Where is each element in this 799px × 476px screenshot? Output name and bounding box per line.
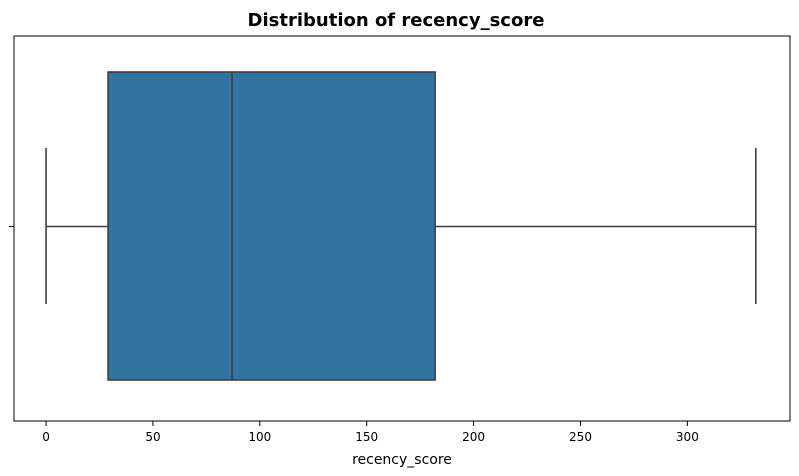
x-tick-label: 0 [42,430,50,444]
x-axis-label: recency_score [352,452,452,468]
iqr-box [107,71,436,381]
chart-title: Distribution of recency_score [248,10,545,31]
x-tick-label: 100 [248,430,271,444]
box-plot [45,71,757,381]
x-tick-label: 300 [676,430,699,444]
x-axis: 0 50 100 150 200 250 300 [42,421,699,444]
x-tick-label: 200 [462,430,485,444]
x-tick-label: 50 [145,430,160,444]
x-tick-label: 250 [569,430,592,444]
x-tick-label: 150 [355,430,378,444]
